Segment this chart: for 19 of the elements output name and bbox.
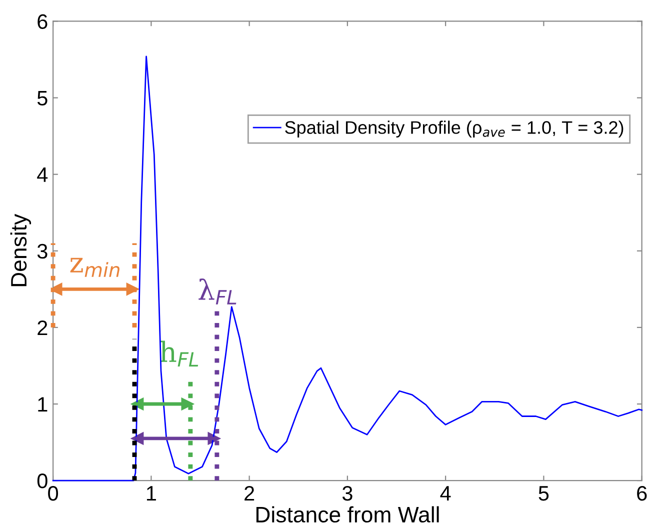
x-tick-label: 2 bbox=[244, 486, 254, 501]
legend-label: Spatial Density Profile (ρ$_{ave}$ = 1.0, T = 3.2) bbox=[285, 120, 624, 138]
y-tick-label: 5 bbox=[37, 91, 48, 106]
x-tick-label: 4 bbox=[440, 486, 451, 501]
y-tick-label: 2 bbox=[38, 320, 48, 335]
y-tick-label: 6 bbox=[38, 14, 48, 29]
y-axis-title: Density bbox=[10, 214, 32, 286]
y-tick-label: 4 bbox=[37, 168, 48, 182]
y-tick-label: 3 bbox=[37, 244, 48, 259]
x-tick-label: 3 bbox=[342, 486, 352, 501]
x-tick-label: 0 bbox=[48, 486, 58, 501]
x-tick-label: 6 bbox=[637, 486, 647, 501]
x-axis-title: Distance from Wall bbox=[256, 506, 439, 523]
x-tick-label: 5 bbox=[538, 486, 549, 501]
annotation: z$_{min}$ bbox=[70, 258, 120, 277]
y-tick-label: 0 bbox=[37, 474, 48, 488]
annotation: λ$_{FL}$ bbox=[198, 278, 236, 304]
y-tick-label: 1 bbox=[38, 397, 48, 412]
x-tick-label: 1 bbox=[146, 486, 156, 501]
